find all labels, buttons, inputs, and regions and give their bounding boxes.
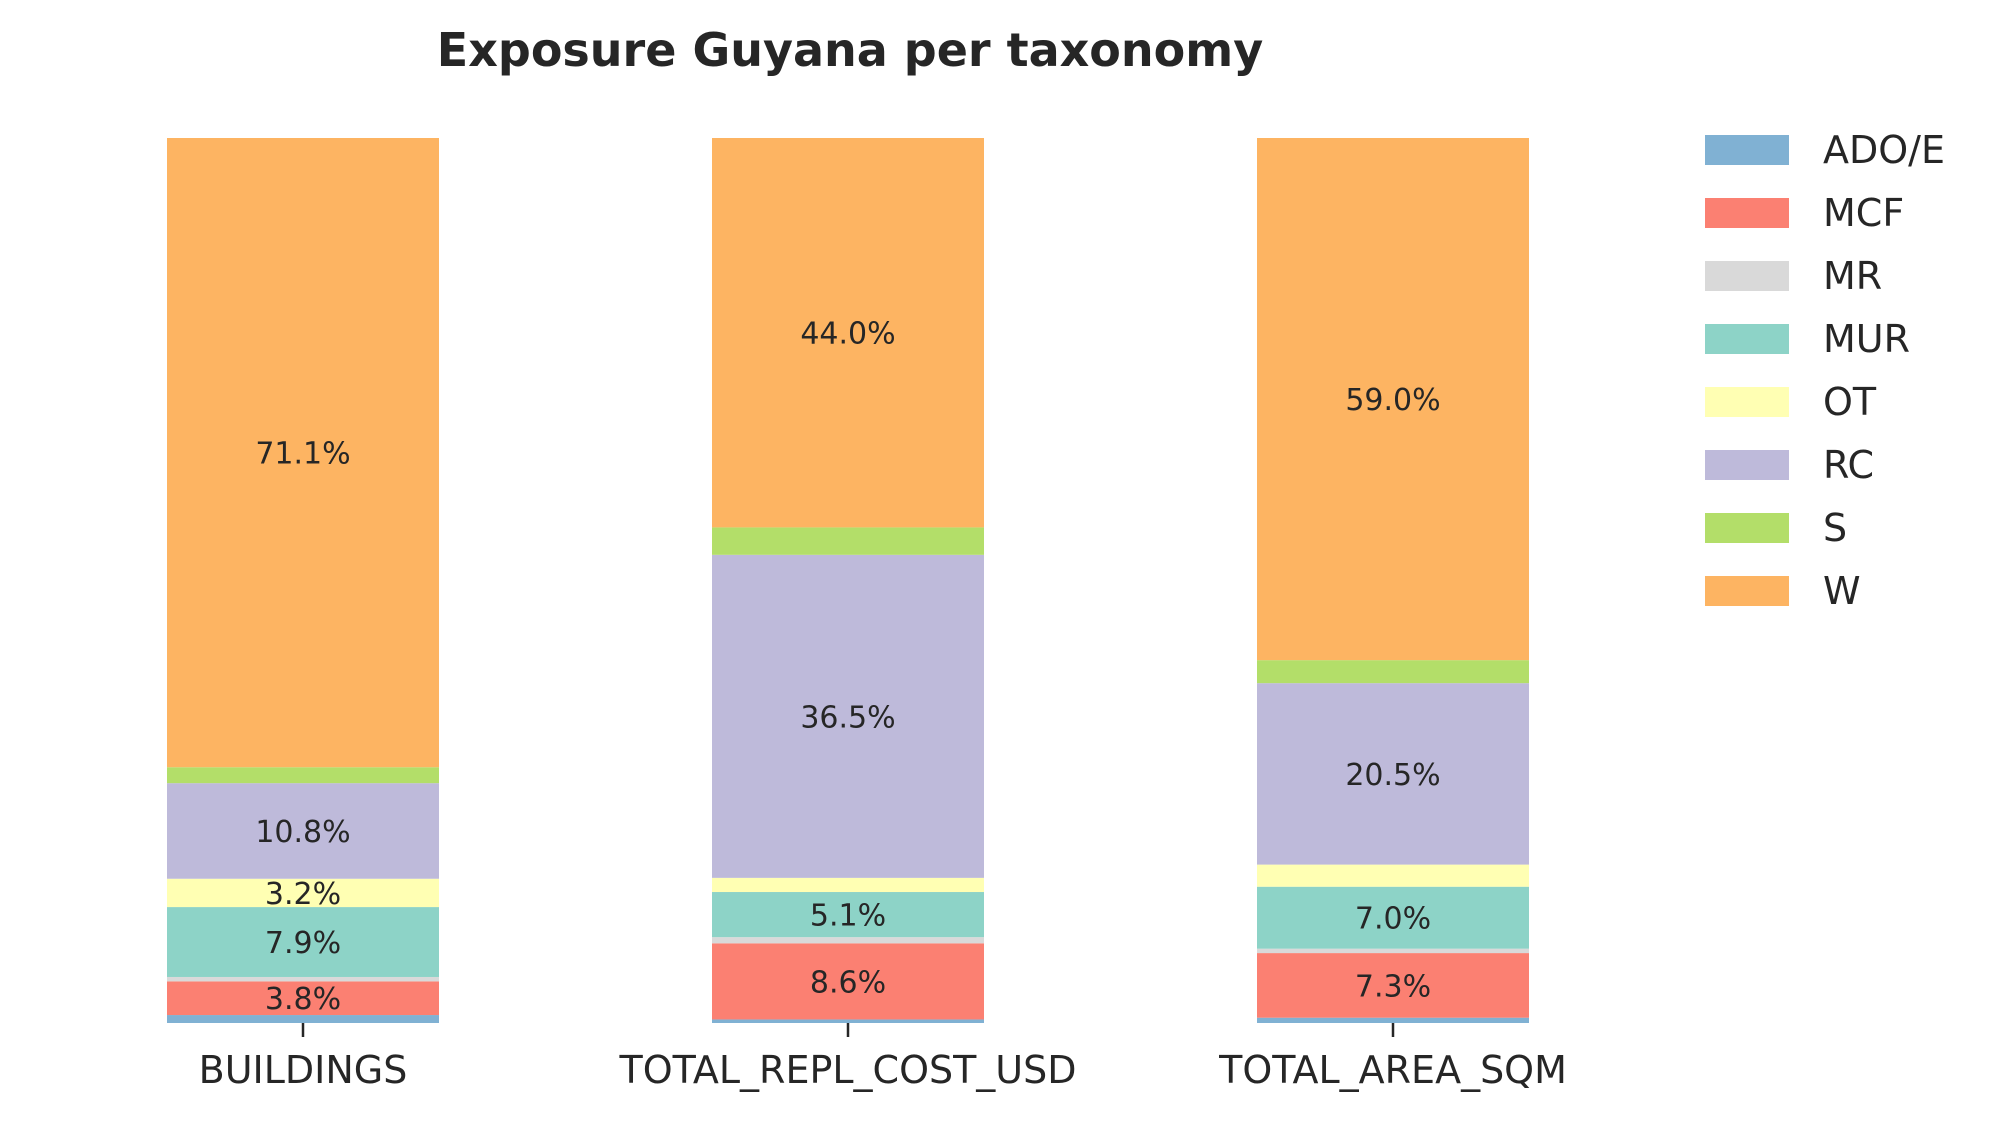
bar-segment [712, 527, 984, 555]
legend-item: MCF [1705, 191, 1904, 235]
legend-label: S [1823, 506, 1847, 550]
bar-segment [167, 138, 439, 768]
bar-segment [1257, 948, 1529, 954]
bar-segment [1257, 660, 1529, 684]
bar-segment [1257, 138, 1529, 661]
legend-swatch [1705, 135, 1789, 165]
legend-label: RC [1823, 443, 1874, 487]
data-label: 44.0% [800, 317, 895, 352]
legend-label: ADO/E [1823, 128, 1945, 172]
legend-item: ADO/E [1705, 128, 1945, 172]
data-label: 7.0% [1355, 902, 1431, 937]
data-label: 3.2% [265, 877, 341, 912]
legend-label: MR [1823, 254, 1882, 298]
legend-label: W [1823, 569, 1861, 613]
bar-segment [712, 937, 984, 944]
legend: ADO/E MCF MR MUR OT RC SW [1705, 128, 1945, 613]
data-label: 36.5% [800, 700, 895, 735]
data-label: 5.1% [810, 899, 886, 934]
legend-item: RC [1705, 443, 1874, 487]
bar-segment [712, 1019, 984, 1023]
bar-segment [167, 1015, 439, 1023]
bar-segment [167, 783, 439, 879]
x-tick-label: TOTAL_AREA_SQM [1218, 1048, 1567, 1092]
legend-item: W [1705, 569, 1861, 613]
bar-segment [167, 976, 439, 982]
bar-segment [712, 554, 984, 878]
data-label: 8.6% [810, 965, 886, 1000]
data-label: 7.3% [1355, 969, 1431, 1004]
chart-title: Exposure Guyana per taxonomy [437, 23, 1263, 77]
legend-item: MUR [1705, 317, 1910, 361]
legend-swatch [1705, 198, 1789, 228]
bar-segment [167, 907, 439, 977]
x-tick-label: BUILDINGS [199, 1048, 408, 1092]
x-axis: BUILDINGS TOTAL_REPL_COST_USD TOTAL_AREA_S… [199, 1023, 1567, 1092]
legend-label: OT [1823, 380, 1877, 424]
data-label: 71.1% [255, 437, 350, 472]
bar-segment [1257, 864, 1529, 887]
legend-label: MCF [1823, 191, 1904, 235]
legend-swatch [1705, 387, 1789, 417]
bar-segment [712, 943, 984, 1020]
data-label: 20.5% [1345, 758, 1440, 793]
legend-item: S [1705, 506, 1847, 550]
bar-segment [712, 892, 984, 938]
x-tick-label: TOTAL_REPL_COST_USD [618, 1048, 1076, 1092]
legend-label: MUR [1823, 317, 1910, 361]
bar-segment [167, 878, 439, 908]
bar-segment [1257, 953, 1529, 1018]
bars-layer [167, 138, 1529, 1023]
bar-segment [712, 877, 984, 893]
legend-item: MR [1705, 254, 1882, 298]
legend-swatch [1705, 513, 1789, 543]
bar-segment [712, 138, 984, 528]
bar-segment [1257, 1017, 1529, 1023]
bar-segment [1257, 683, 1529, 865]
bar-segment [167, 981, 439, 1016]
data-label: 7.9% [265, 926, 341, 961]
data-label: 10.8% [255, 815, 350, 850]
legend-swatch [1705, 261, 1789, 291]
data-label: 3.8% [265, 982, 341, 1017]
data-labels-layer: 3.8% 7.9% 3.2% 10.8% 71.1% 8.6% 5.1% 36.5% 44.0%… [255, 317, 1440, 1018]
legend-swatch [1705, 450, 1789, 480]
legend-swatch [1705, 576, 1789, 606]
legend-item: OT [1705, 380, 1877, 424]
data-label: 59.0% [1345, 383, 1440, 418]
bar-segment [167, 767, 439, 784]
bar-segment [1257, 886, 1529, 949]
legend-swatch [1705, 324, 1789, 354]
